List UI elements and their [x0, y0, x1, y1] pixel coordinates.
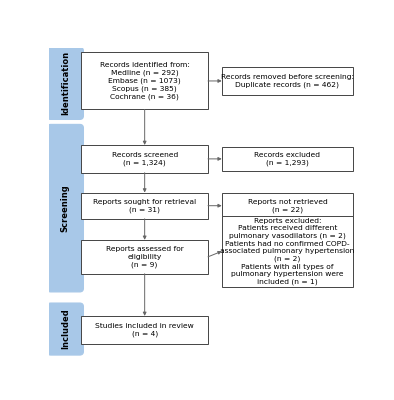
Text: Reports not retrieved
(n = 22): Reports not retrieved (n = 22)	[247, 199, 327, 213]
Text: Records excluded
(n = 1,293): Records excluded (n = 1,293)	[255, 152, 320, 166]
FancyBboxPatch shape	[222, 146, 353, 171]
Text: Included: Included	[61, 309, 70, 350]
Text: Reports assessed for
eligibility
(n = 9): Reports assessed for eligibility (n = 9)	[106, 246, 184, 268]
Text: Reports excluded:
Patients received different
pulmonary vasodilators (n = 2)
Pat: Reports excluded: Patients received diff…	[220, 218, 355, 285]
FancyBboxPatch shape	[222, 67, 353, 95]
Text: Reports sought for retrieval
(n = 31): Reports sought for retrieval (n = 31)	[93, 199, 196, 213]
FancyBboxPatch shape	[47, 47, 84, 120]
FancyBboxPatch shape	[81, 193, 208, 219]
FancyBboxPatch shape	[81, 240, 208, 274]
Text: Records removed before screening:
Duplicate records (n = 462): Records removed before screening: Duplic…	[221, 74, 354, 88]
FancyBboxPatch shape	[222, 216, 353, 287]
Text: Studies included in review
(n = 4): Studies included in review (n = 4)	[95, 323, 194, 337]
Text: Identification: Identification	[61, 51, 70, 116]
FancyBboxPatch shape	[81, 145, 208, 173]
FancyBboxPatch shape	[47, 124, 84, 292]
FancyBboxPatch shape	[81, 316, 208, 344]
Text: Records identified from:
Medline (n = 292)
Embase (n = 1073)
Scopus (n = 385)
Co: Records identified from: Medline (n = 29…	[100, 62, 190, 100]
FancyBboxPatch shape	[81, 52, 208, 110]
Text: Screening: Screening	[61, 184, 70, 232]
Text: Records screened
(n = 1,324): Records screened (n = 1,324)	[112, 152, 178, 166]
FancyBboxPatch shape	[47, 303, 84, 355]
FancyBboxPatch shape	[222, 193, 353, 218]
